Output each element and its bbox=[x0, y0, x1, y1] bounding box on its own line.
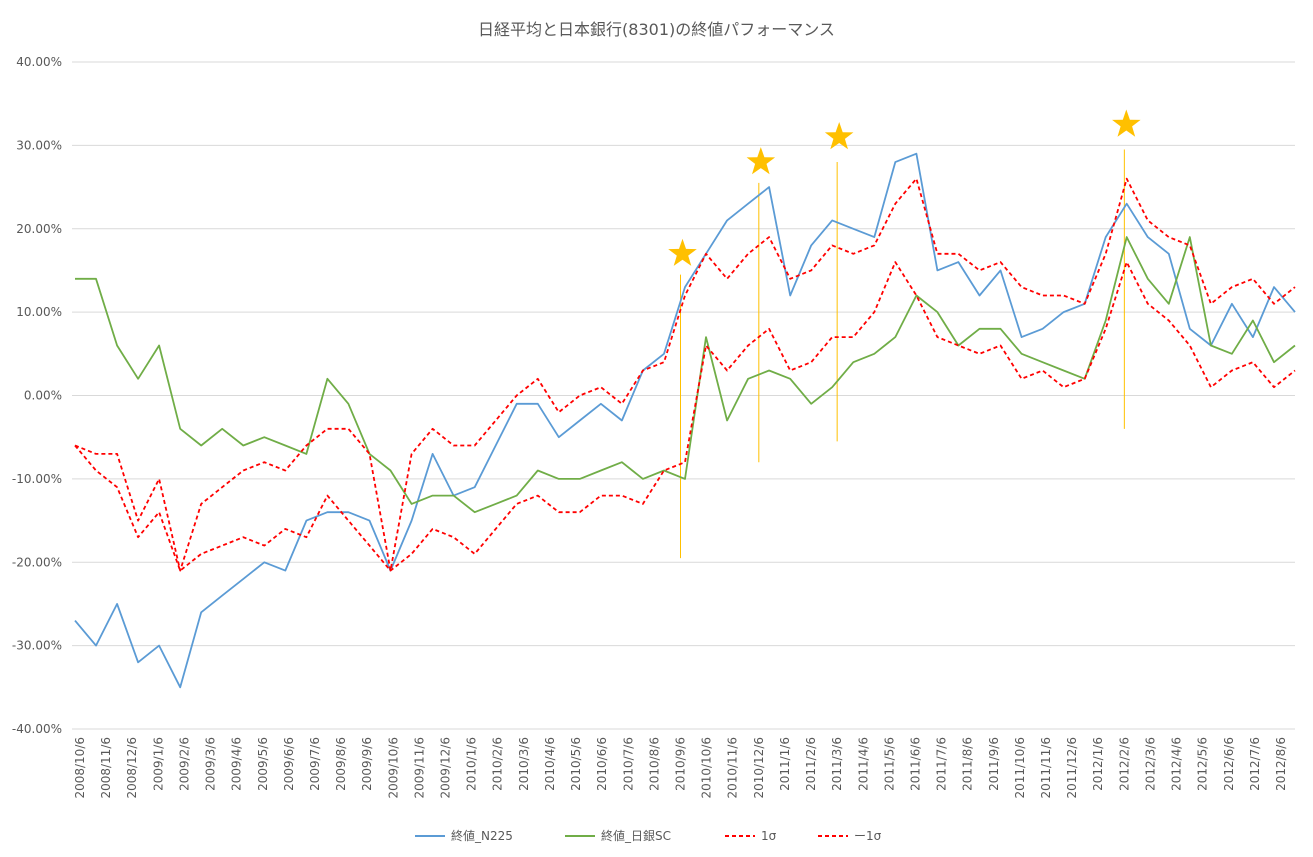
x-tick-label: 2008/10/6 bbox=[73, 737, 87, 799]
x-tick-label: 2011/10/6 bbox=[1013, 737, 1027, 799]
x-tick-label: 2010/7/6 bbox=[621, 737, 635, 791]
x-tick-label: 2009/10/6 bbox=[386, 737, 400, 799]
y-tick-label: 40.00% bbox=[16, 55, 62, 69]
y-tick-label: -20.00% bbox=[12, 555, 62, 569]
x-tick-label: 2012/3/6 bbox=[1143, 737, 1157, 791]
x-tick-label: 2009/8/6 bbox=[334, 737, 348, 791]
chart-title: 日経平均と日本銀行(8301)の終値パフォーマンス bbox=[478, 20, 835, 39]
x-tick-label: 2012/5/6 bbox=[1196, 737, 1210, 791]
star-marker bbox=[824, 122, 854, 150]
x-tick-label: 2009/3/6 bbox=[204, 737, 218, 791]
y-tick-label: -30.00% bbox=[12, 639, 62, 653]
x-tick-label: 2010/2/6 bbox=[491, 737, 505, 791]
x-tick-label: 2011/12/6 bbox=[1065, 737, 1079, 799]
y-tick-label: 0.00% bbox=[24, 389, 62, 403]
x-tick-label: 2011/1/6 bbox=[778, 737, 792, 791]
x-tick-label: 2009/12/6 bbox=[439, 737, 453, 799]
x-tick-label: 2012/6/6 bbox=[1222, 737, 1236, 791]
series-line-2 bbox=[74, 177, 1296, 572]
x-tick-label: 2012/2/6 bbox=[1117, 737, 1131, 791]
x-tick-label: 2009/2/6 bbox=[177, 737, 191, 791]
y-tick-label: -10.00% bbox=[12, 472, 62, 486]
x-tick-label: 2011/11/6 bbox=[1039, 737, 1053, 799]
legend-label: 1σ bbox=[761, 829, 777, 843]
x-tick-label: 2012/1/6 bbox=[1091, 737, 1105, 791]
x-tick-label: 2010/3/6 bbox=[517, 737, 531, 791]
annotation-stars bbox=[668, 109, 1141, 266]
x-tick-label: 2010/10/6 bbox=[700, 737, 714, 799]
x-tick-label: 2011/7/6 bbox=[935, 737, 949, 791]
x-axis-ticks: 2008/10/6 2008/11/6 2008/12/6 2009/1/6 2009/… bbox=[73, 737, 1288, 799]
x-tick-label: 2009/4/6 bbox=[230, 737, 244, 791]
gridlines bbox=[72, 61, 1295, 730]
x-tick-label: 2011/3/6 bbox=[830, 737, 844, 791]
x-tick-label: 2011/4/6 bbox=[856, 737, 870, 791]
series-line-0 bbox=[74, 152, 1296, 689]
x-tick-label: 2009/5/6 bbox=[256, 737, 270, 791]
x-tick-label: 2009/7/6 bbox=[308, 737, 322, 791]
y-tick-label: 20.00% bbox=[16, 222, 62, 236]
x-tick-label: 2011/6/6 bbox=[908, 737, 922, 791]
x-tick-label: 2008/12/6 bbox=[125, 737, 139, 799]
y-tick-label: 10.00% bbox=[16, 305, 62, 319]
x-tick-label: 2009/1/6 bbox=[151, 737, 165, 791]
legend: 終値_N225 終値_日銀SC 1σ ー1σ bbox=[415, 828, 882, 843]
x-tick-label: 2011/8/6 bbox=[961, 737, 975, 791]
annotation-lines bbox=[680, 149, 1125, 559]
x-tick-label: 2012/7/6 bbox=[1248, 737, 1262, 791]
x-tick-label: 2011/5/6 bbox=[882, 737, 896, 791]
x-tick-label: 2010/11/6 bbox=[726, 737, 740, 799]
x-tick-label: 2011/2/6 bbox=[804, 737, 818, 791]
y-tick-label: -40.00% bbox=[12, 722, 62, 736]
star-marker bbox=[1112, 109, 1141, 137]
series-line-3 bbox=[74, 261, 1296, 572]
x-tick-label: 2009/6/6 bbox=[282, 737, 296, 791]
y-tick-label: 30.00% bbox=[16, 138, 62, 152]
x-tick-label: 2010/12/6 bbox=[752, 737, 766, 799]
x-tick-label: 2010/8/6 bbox=[647, 737, 661, 791]
x-tick-label: 2009/9/6 bbox=[360, 737, 374, 791]
x-tick-label: 2008/11/6 bbox=[99, 737, 113, 799]
x-tick-label: 2010/1/6 bbox=[465, 737, 479, 791]
legend-label: 終値_N225 bbox=[451, 828, 513, 843]
x-tick-label: 2012/4/6 bbox=[1170, 737, 1184, 791]
x-tick-label: 2010/5/6 bbox=[569, 737, 583, 791]
x-tick-label: 2010/4/6 bbox=[543, 737, 557, 791]
y-axis-ticks: 40.00% 30.00% 20.00% 10.00% 0.00% -10.00% -20.… bbox=[12, 55, 62, 736]
x-tick-label: 2012/8/6 bbox=[1274, 737, 1288, 791]
x-tick-label: 2010/9/6 bbox=[674, 737, 688, 791]
x-tick-label: 2009/11/6 bbox=[412, 737, 426, 799]
series-line-1 bbox=[75, 236, 1296, 514]
legend-label: ー1σ bbox=[854, 829, 882, 843]
star-marker bbox=[746, 147, 776, 175]
star-marker bbox=[668, 238, 697, 266]
x-tick-label: 2010/6/6 bbox=[595, 737, 609, 791]
x-tick-label: 2011/9/6 bbox=[987, 737, 1001, 791]
legend-label: 終値_日銀SC bbox=[601, 828, 671, 843]
series-lines bbox=[74, 152, 1296, 689]
